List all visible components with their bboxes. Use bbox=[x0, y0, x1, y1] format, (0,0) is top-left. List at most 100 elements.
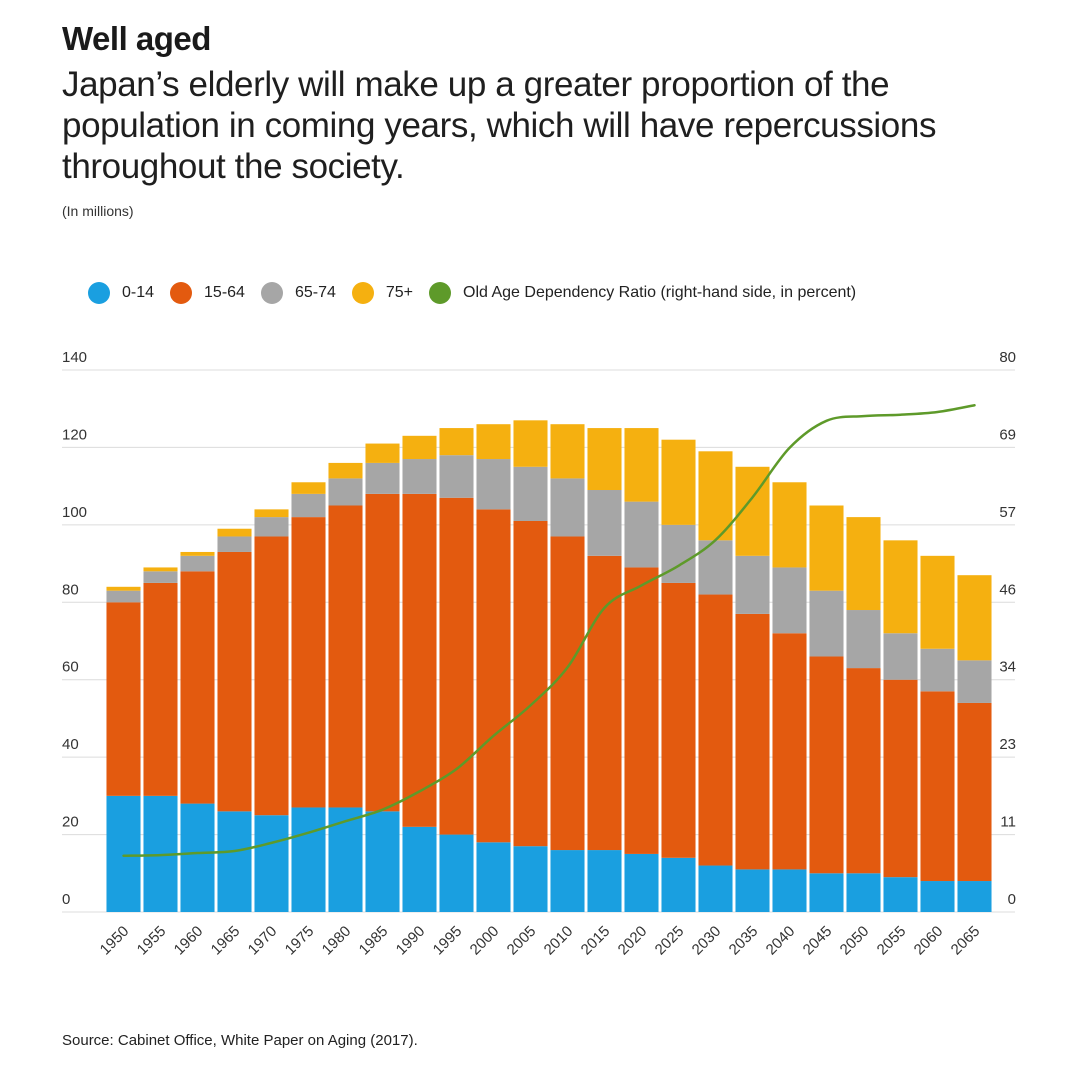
x-tick-label: 1975 bbox=[282, 923, 318, 959]
legend-label-65-74: 65-74 bbox=[294, 284, 336, 301]
bar-15-64-2030 bbox=[698, 594, 733, 866]
x-tick-label: 1955 bbox=[134, 923, 170, 959]
y2-tick-label: 57 bbox=[999, 504, 1016, 521]
x-tick-label: 2005 bbox=[504, 923, 540, 959]
bar-15-64-2020 bbox=[624, 567, 659, 854]
bar-0-14-2035 bbox=[735, 869, 770, 912]
x-tick-label: 2020 bbox=[615, 923, 651, 959]
legend-dot-0-14 bbox=[88, 282, 110, 304]
y-tick-label: 140 bbox=[62, 349, 87, 366]
bar-75-plus-2015 bbox=[587, 428, 622, 491]
bar-75-plus-1990 bbox=[402, 435, 437, 460]
x-tick-label: 2030 bbox=[689, 923, 725, 959]
bar-0-14-2015 bbox=[587, 850, 622, 912]
bar-0-14-1970 bbox=[254, 815, 289, 912]
y-tick-label: 60 bbox=[62, 659, 79, 676]
bar-65-74-1990 bbox=[402, 459, 437, 494]
bar-15-64-2050 bbox=[846, 668, 881, 874]
bar-65-74-2045 bbox=[809, 590, 844, 657]
x-tick-label: 2040 bbox=[763, 923, 799, 959]
unit-label: (In millions) bbox=[62, 203, 134, 219]
bar-65-74-1980 bbox=[328, 478, 363, 506]
bar-75-plus-1950 bbox=[106, 586, 141, 591]
bars bbox=[106, 420, 992, 912]
bar-15-64-1990 bbox=[402, 493, 437, 827]
x-tick-label: 2015 bbox=[578, 923, 614, 959]
x-tick-label: 2010 bbox=[541, 923, 577, 959]
bar-15-64-2005 bbox=[513, 520, 548, 847]
bar-0-14-1960 bbox=[180, 803, 215, 912]
bar-0-14-2000 bbox=[476, 842, 511, 912]
bar-75-plus-1960 bbox=[180, 551, 215, 556]
legend-dot-65-74 bbox=[260, 282, 283, 304]
bar-65-74-1970 bbox=[254, 517, 289, 537]
bar-0-14-1985 bbox=[365, 811, 400, 912]
bar-65-74-1960 bbox=[180, 555, 215, 572]
y-tick-label: 40 bbox=[62, 736, 79, 753]
bar-0-14-1975 bbox=[291, 807, 326, 912]
bar-0-14-1950 bbox=[106, 795, 141, 912]
y2-tick-label: 23 bbox=[999, 736, 1016, 753]
bar-75-plus-1955 bbox=[143, 567, 178, 572]
bar-75-plus-2020 bbox=[624, 428, 659, 502]
y2-tick-label: 46 bbox=[999, 581, 1016, 598]
x-tick-label: 1985 bbox=[356, 923, 392, 959]
x-tick-label: 2045 bbox=[800, 923, 836, 959]
bar-75-plus-2025 bbox=[661, 439, 696, 525]
legend-item-75-plus: 75+ bbox=[351, 282, 414, 304]
y2-tick-label: 0 bbox=[1008, 891, 1016, 908]
bar-75-plus-2045 bbox=[809, 505, 844, 591]
bar-65-74-1995 bbox=[439, 455, 474, 498]
bar-0-14-2065 bbox=[957, 881, 992, 912]
x-tick-label: 1995 bbox=[430, 923, 466, 959]
bar-65-74-1950 bbox=[106, 590, 141, 603]
bar-15-64-2040 bbox=[772, 633, 807, 870]
bar-0-14-2040 bbox=[772, 869, 807, 912]
bar-75-plus-2000 bbox=[476, 424, 511, 460]
legend-item-15-64: 15-64 bbox=[170, 282, 245, 304]
bar-65-74-2010 bbox=[550, 478, 585, 537]
bar-75-plus-2040 bbox=[772, 482, 807, 568]
bar-15-64-2015 bbox=[587, 555, 622, 851]
bar-0-14-2030 bbox=[698, 865, 733, 912]
bar-65-74-2035 bbox=[735, 555, 770, 614]
bar-75-plus-1995 bbox=[439, 428, 474, 456]
x-tick-label: 2025 bbox=[652, 923, 688, 959]
bar-75-plus-2010 bbox=[550, 424, 585, 479]
bar-0-14-1980 bbox=[328, 807, 363, 912]
x-tick-label: 1965 bbox=[208, 923, 244, 959]
x-tick-label: 1990 bbox=[393, 923, 429, 959]
bar-0-14-2055 bbox=[883, 877, 918, 912]
chart-subtitle: Japan’s elderly will make up a greater p… bbox=[62, 65, 937, 186]
bar-65-74-2065 bbox=[957, 660, 992, 703]
bar-15-64-1980 bbox=[328, 505, 363, 808]
bar-15-64-1965 bbox=[217, 551, 252, 812]
legend-dot-75-plus bbox=[351, 282, 374, 304]
bar-15-64-2010 bbox=[550, 536, 585, 851]
bar-75-plus-1970 bbox=[254, 509, 289, 518]
x-tick-label: 2035 bbox=[726, 923, 762, 959]
x-tick-label: 2060 bbox=[911, 923, 947, 959]
bar-15-64-2045 bbox=[809, 656, 844, 874]
bar-65-74-2055 bbox=[883, 633, 918, 680]
bar-0-14-2050 bbox=[846, 873, 881, 912]
bar-15-64-1955 bbox=[143, 582, 178, 796]
y-tick-label: 0 bbox=[62, 891, 70, 908]
legend-dot-15-64 bbox=[170, 282, 193, 304]
bar-0-14-1995 bbox=[439, 834, 474, 912]
bar-0-14-2025 bbox=[661, 857, 696, 912]
bar-65-74-2000 bbox=[476, 459, 511, 510]
chart-title: Well aged bbox=[62, 20, 211, 57]
legend-label-75-plus: 75+ bbox=[385, 284, 414, 301]
legend-item-dependency-ratio: Old Age Dependency Ratio (right-hand sid… bbox=[429, 282, 856, 304]
y-tick-label: 20 bbox=[62, 814, 79, 831]
bar-0-14-2010 bbox=[550, 850, 585, 912]
x-tick-label: 2000 bbox=[467, 923, 503, 959]
legend-item-0-14: 0-14 bbox=[88, 282, 154, 304]
bar-15-64-2000 bbox=[476, 509, 511, 843]
bar-65-74-1965 bbox=[217, 536, 252, 552]
bar-15-64-2025 bbox=[661, 582, 696, 858]
legend-label-dependency-ratio: Old Age Dependency Ratio (right-hand sid… bbox=[463, 284, 857, 301]
y-tick-label: 80 bbox=[62, 581, 79, 598]
dependency-ratio-line bbox=[122, 403, 976, 858]
